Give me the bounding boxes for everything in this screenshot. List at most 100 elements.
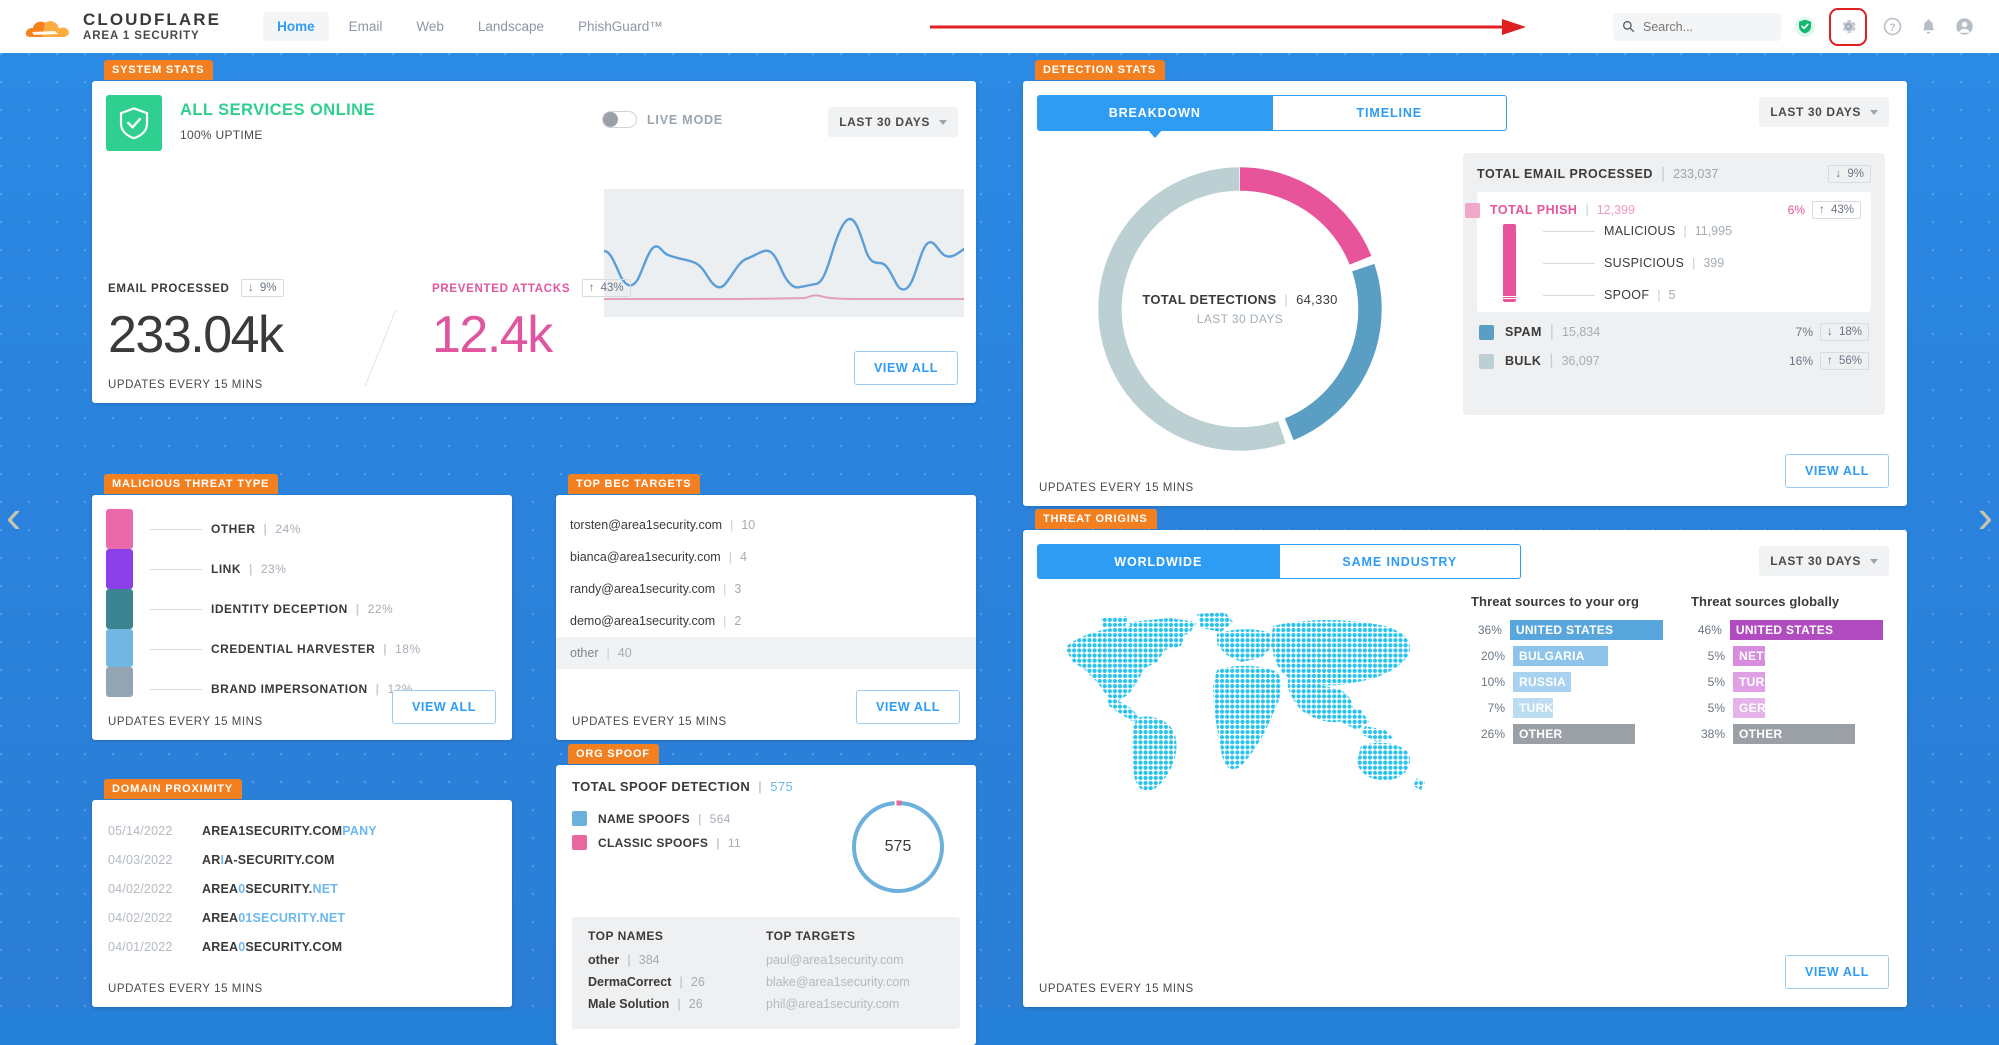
metric-email-delta: ↓ 9% [240, 279, 284, 297]
total-phish-pct: 6% [1787, 203, 1806, 217]
shield-status-icon [106, 95, 162, 151]
malicious-threat-updates: UPDATES EVERY 15 MINS [108, 716, 263, 728]
phish-color-swatch [1465, 202, 1480, 218]
cloudflare-cloud-icon [25, 20, 69, 37]
total-phish-row[interactable]: TOTAL PHISH | 12,399 6% ↑ 43% [1465, 201, 1861, 219]
live-mode-toggle[interactable] [602, 111, 637, 128]
help-icon[interactable]: ? [1881, 16, 1903, 38]
carousel-next-icon[interactable]: › [1977, 490, 1993, 542]
gear-icon[interactable] [1837, 16, 1859, 38]
legend-item: NAME SPOOFS | 564 [572, 811, 741, 826]
top-bec-view-all-button[interactable]: VIEW ALL [855, 690, 960, 724]
list-item[interactable]: 04/01/2022 AREA0SECURITY.COM [108, 939, 343, 954]
nav-right-controls: ? [1613, 7, 1975, 46]
list-item[interactable]: other | 40 [556, 637, 976, 669]
donut-center-label-group: TOTAL DETECTIONS | 64,330 LAST 30 DAYS [1075, 153, 1405, 465]
threat-type-row[interactable]: LINK | 23% [150, 549, 512, 589]
list-item[interactable]: 05/14/2022 AREA1SECURITY.COMPANY [108, 823, 377, 838]
list-item[interactable]: torsten@area1security.com | 10 [570, 518, 756, 532]
threat-seg-brand-impersonation [106, 667, 133, 697]
nav-item-landscape[interactable]: Landscape [477, 19, 544, 34]
system-stats-view-all-button[interactable]: VIEW ALL [853, 351, 958, 385]
brand-name: CLOUDFLARE [83, 9, 222, 29]
system-status-block: ALL SERVICES ONLINE 100% UPTIME [180, 101, 375, 142]
domain-text: AREA0SECURITY.NET [202, 881, 339, 896]
account-icon[interactable] [1953, 16, 1975, 38]
threat-seg-identity-deception [106, 589, 133, 629]
threat-origins-view-all-button[interactable]: VIEW ALL [1784, 955, 1889, 989]
bell-icon[interactable] [1917, 16, 1939, 38]
malicious-threat-view-all-button[interactable]: VIEW ALL [391, 690, 496, 724]
tab-worldwide[interactable]: WORLDWIDE [1037, 544, 1280, 579]
system-stats-range-dropdown[interactable]: LAST 30 DAYS [828, 107, 958, 137]
list-item[interactable]: demo@area1security.com | 2 [570, 614, 742, 628]
domain-text: AREA0SECURITY.COM [202, 939, 343, 954]
total-phish-value: 12,399 [1596, 203, 1635, 217]
total-phish-group: TOTAL PHISH | 12,399 6% ↑ 43% MALICIOUS … [1465, 192, 1871, 312]
nav-item-phishguard[interactable]: PhishGuard™ [577, 19, 663, 34]
domain-proximity-card: DOMAIN PROXIMITY 05/14/2022 AREA1SECURIT… [92, 779, 512, 1007]
nav-item-web[interactable]: Web [416, 19, 444, 34]
org-spoof-ring-value: 575 [884, 838, 912, 855]
threat-source-row: 5% GERMANY [1691, 698, 1883, 718]
threat-source-row: 36% UNITED STATES [1471, 620, 1663, 640]
total-email-value: 233,037 [1673, 167, 1719, 181]
threat-seg-link [106, 549, 133, 589]
search-input[interactable] [1643, 19, 1763, 34]
total-phish-label: TOTAL PHISH [1490, 203, 1578, 217]
list-item[interactable]: randy@area1security.com | 3 [570, 582, 742, 596]
org-spoof-table: TOP NAMES other | 384 DermaCorrect | 26 Male… [572, 917, 960, 1029]
tab-same-industry[interactable]: SAME INDUSTRY [1279, 544, 1521, 579]
domain-text: ARIA-SECURITY.COM [202, 852, 335, 867]
table-row: other | 384 [588, 953, 660, 967]
nav-item-email[interactable]: Email [348, 19, 383, 34]
threat-origins-range-dropdown[interactable]: LAST 30 DAYS [1759, 546, 1889, 576]
brand-product: AREA 1 SECURITY [83, 30, 200, 43]
metric-email-value: 233.04k [108, 306, 284, 365]
threat-type-row[interactable]: OTHER | 24% [150, 509, 512, 549]
detection-stats-view-all-button[interactable]: VIEW ALL [1784, 454, 1889, 488]
top-targets-column: TOP TARGETS paul@area1security.com blake… [766, 929, 944, 1017]
domain-list: 05/14/2022 AREA1SECURITY.COMPANY 04/03/2… [92, 816, 512, 961]
carousel-prev-icon[interactable]: ‹ [6, 490, 22, 542]
detection-stats-tag: DETECTION STATS [1035, 60, 1166, 80]
threat-sources-section: Threat sources to your org 36% UNITED STA… [1471, 594, 1883, 750]
threat-origins-range-value: LAST 30 DAYS [1770, 554, 1861, 568]
threat-type-row[interactable]: IDENTITY DECEPTION | 22% [150, 589, 512, 629]
threat-source-row: 5% TURKEY [1691, 672, 1883, 692]
table-row: phil@area1security.com [766, 997, 900, 1011]
brand-logo[interactable]: CLOUDFLARE AREA 1 SECURITY [22, 9, 222, 43]
chevron-down-icon [939, 119, 947, 125]
annotation-arrow [930, 19, 1526, 35]
nav-item-home[interactable]: Home [263, 12, 329, 41]
tab-timeline[interactable]: TIMELINE [1272, 95, 1507, 131]
dashboard-canvas: ‹ › SYSTEM STATS ALL SERVICES ONLINE 100… [0, 53, 1999, 1045]
detection-breakdown-panel: TOTAL EMAIL PROCESSED | 233,037 ↓ 9% TOT… [1463, 153, 1885, 415]
threat-source-row: 5% NETHERLANDS [1691, 646, 1883, 666]
shield-check-icon [1795, 16, 1815, 37]
search-box[interactable] [1613, 12, 1781, 41]
live-mode-control[interactable]: LIVE MODE [602, 111, 723, 128]
metric-email-processed: EMAIL PROCESSED ↓ 9% 233.04k [108, 279, 284, 361]
threat-sources-org-header: Threat sources to your org [1471, 594, 1640, 609]
phish-child-spoof: SPOOF | 5 [1543, 288, 1675, 302]
threat-type-row[interactable]: CREDENTIAL HARVESTER | 18% [150, 629, 512, 669]
system-uptime: 100% UPTIME [180, 128, 263, 142]
tab-breakdown[interactable]: BREAKDOWN [1037, 95, 1273, 138]
detection-row-spam[interactable]: SPAM | 15,834 7% ↓ 18% [1477, 323, 1871, 341]
threat-origins-updates: UPDATES EVERY 15 MINS [1039, 983, 1194, 995]
system-stats-tag: SYSTEM STATS [104, 60, 214, 80]
donut-center-sub: LAST 30 DAYS [1196, 312, 1284, 326]
list-item[interactable]: 04/02/2022 AREA01SECURITY.NET [108, 910, 346, 925]
main-nav-items: Home Email Web Landscape PhishGuard™ [263, 12, 677, 41]
domain-proximity-tag: DOMAIN PROXIMITY [104, 779, 242, 799]
detection-stats-range-dropdown[interactable]: LAST 30 DAYS [1759, 97, 1889, 127]
metric-prevented-value: 12.4k [432, 306, 553, 365]
detection-row-bulk[interactable]: BULK | 36,097 16% ↑ 56% [1477, 352, 1871, 370]
list-item[interactable]: bianca@area1security.com | 4 [570, 550, 747, 564]
org-spoof-tag: ORG SPOOF [568, 744, 659, 764]
list-item[interactable]: 04/02/2022 AREA0SECURITY.NET [108, 881, 339, 896]
list-item[interactable]: 04/03/2022 ARIA-SECURITY.COM [108, 852, 335, 867]
legend-item: CLASSIC SPOOFS | 11 [572, 835, 741, 850]
org-spoof-legend: NAME SPOOFS | 564 CLASSIC SPOOFS | 11 [572, 811, 741, 859]
